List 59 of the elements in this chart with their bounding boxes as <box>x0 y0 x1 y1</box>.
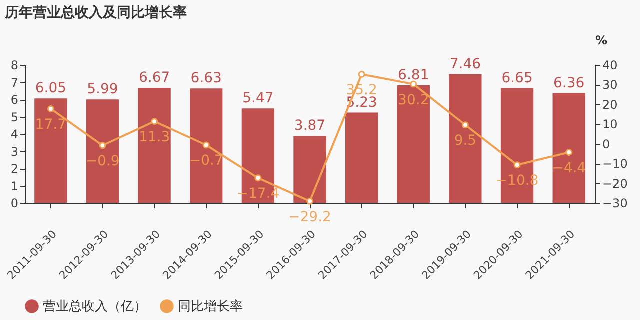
data-label: 11.3 <box>138 130 170 146</box>
bar <box>138 88 171 203</box>
data-label: −0.7 <box>189 153 224 170</box>
bar <box>345 112 378 203</box>
data-label: −4.4 <box>552 160 586 177</box>
data-label: 9.5 <box>454 133 477 150</box>
legend-label: 同比增长率 <box>178 298 243 314</box>
y-tick-label: 6 <box>10 93 18 107</box>
data-label: 6.63 <box>190 70 222 87</box>
y-tick-label: 0 <box>10 196 18 210</box>
y-tick-label: 1 <box>10 179 18 194</box>
data-label: 6.05 <box>35 80 66 97</box>
y-tick-label: 3 <box>10 144 18 159</box>
point <box>254 174 262 182</box>
point <box>514 162 521 169</box>
point <box>306 198 314 205</box>
point <box>410 80 418 88</box>
data-label: 5.47 <box>242 90 274 107</box>
y2-tick-label: 20 <box>602 98 618 112</box>
bar <box>86 100 120 203</box>
y-tick-label: 5 <box>10 110 18 124</box>
data-label: 6.65 <box>502 70 533 86</box>
bar <box>552 93 586 203</box>
bar <box>34 98 68 203</box>
y-tick-label: 7 <box>10 76 18 90</box>
point <box>151 118 158 126</box>
data-label: −0.9 <box>86 154 120 170</box>
point <box>358 70 366 78</box>
data-label: −29.2 <box>288 209 332 226</box>
y-tick-label: 4 <box>10 128 18 142</box>
data-label: 6.81 <box>398 68 430 84</box>
chart-title: 历年营业总收入及同比增长率 <box>4 4 188 21</box>
y2-tick-label: 0 <box>602 137 610 152</box>
y-tick-label: 8 <box>10 58 18 72</box>
data-label: 17.7 <box>35 116 66 133</box>
bar <box>397 86 430 203</box>
data-label: 5.99 <box>87 82 118 98</box>
y2-tick-label: 10 <box>602 118 618 132</box>
bar <box>190 88 223 203</box>
y2-tick-label: −30 <box>602 196 628 210</box>
y2-tick-label: −20 <box>602 176 628 191</box>
data-label: 30.2 <box>398 92 430 108</box>
bar <box>294 136 326 203</box>
y2-tick-label: 40 <box>602 58 618 72</box>
data-label: 6.67 <box>138 70 170 86</box>
y2-axis-title: % <box>596 34 608 48</box>
data-label: 7.46 <box>450 56 482 72</box>
point <box>462 122 469 129</box>
point <box>99 142 106 150</box>
point <box>566 149 573 156</box>
point <box>47 105 54 112</box>
data-label: 6.36 <box>554 75 585 92</box>
y-tick-label: 2 <box>10 162 18 176</box>
legend-label: 营业总收入（亿） <box>43 299 147 314</box>
bar <box>449 74 482 203</box>
data-label: 3.87 <box>294 118 326 134</box>
y2-tick-label: 30 <box>602 78 618 92</box>
point <box>202 142 210 149</box>
y2-tick-label: −10 <box>602 157 628 172</box>
